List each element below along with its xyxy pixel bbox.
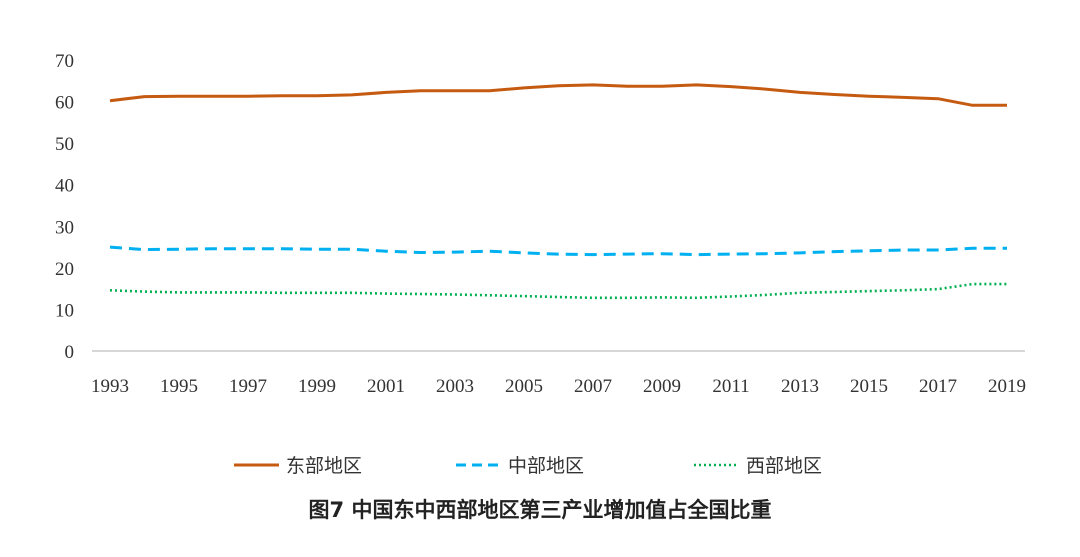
x-tick-label: 1995 (160, 376, 198, 397)
x-tick-label: 2011 (712, 376, 749, 397)
legend-label-1: 东部地区 (286, 455, 362, 477)
y-tick-label: 40 (55, 176, 74, 197)
x-tick-label: 2017 (919, 376, 957, 397)
plot-area (109, 83, 1007, 300)
chart-caption: 图7 中国东中西部地区第三产业增加值占全国比重 (308, 498, 772, 522)
y-tick-label: 30 (55, 217, 74, 238)
y-tick-label: 50 (55, 134, 74, 155)
x-tick-label: 2019 (988, 376, 1026, 397)
legend-label-2: 中部地区 (508, 455, 584, 477)
legend: 东部地区 中部地区 西部地区 (234, 455, 822, 477)
legend-label-3: 西部地区 (746, 455, 822, 477)
series-line-3 (109, 282, 1007, 300)
x-tick-label: 1997 (229, 376, 267, 397)
x-tick-label: 2003 (436, 376, 474, 397)
x-tick-label: 1999 (298, 376, 336, 397)
series-line-2 (109, 245, 1007, 257)
x-tick-label: 2005 (505, 376, 543, 397)
x-tick-label: 2007 (574, 376, 612, 397)
series-line-1 (109, 83, 1007, 107)
y-tick-label: 20 (55, 259, 74, 280)
x-tick-label: 2015 (850, 376, 888, 397)
y-tick-label: 10 (55, 300, 74, 321)
x-tick-label: 1993 (91, 376, 129, 397)
y-tick-label: 60 (55, 93, 74, 114)
x-tick-label: 2013 (781, 376, 819, 397)
x-axis-ticks: 1993 1995 1997 1999 2001 2003 2005 2007 2009 2011… (91, 376, 1026, 397)
x-tick-label: 2001 (367, 376, 405, 397)
x-tick-label: 2009 (643, 376, 681, 397)
y-tick-label: 70 (55, 51, 74, 72)
y-tick-label: 0 (65, 342, 75, 363)
y-axis-ticks: 0 10 20 30 40 50 60 70 (55, 51, 74, 363)
